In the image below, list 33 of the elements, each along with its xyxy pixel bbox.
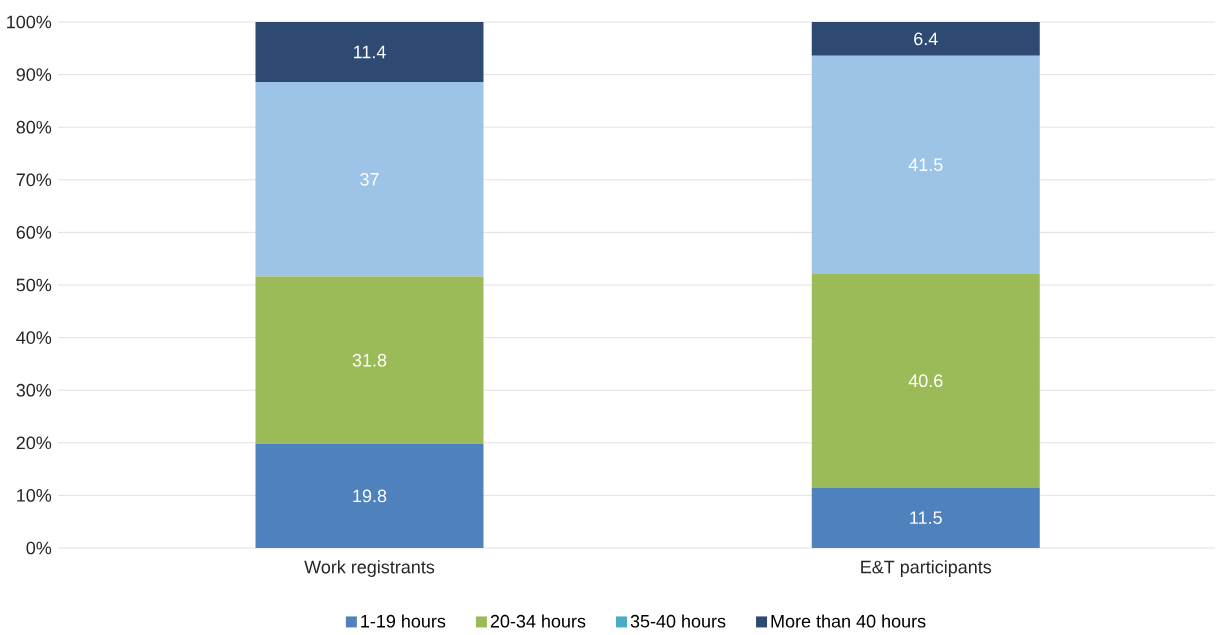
bar: [255, 443, 484, 548]
data-label: 40.6: [908, 374, 943, 388]
data-label: 11.4: [354, 45, 386, 59]
y-tick-label: 50%: [16, 278, 52, 292]
bar: [811, 55, 1040, 274]
data-label: 31.8: [352, 353, 387, 367]
legend-label: 1-19 hours: [361, 614, 446, 628]
legend-label: 35-40 hours: [630, 614, 726, 628]
y-tick-label: 100%: [7, 15, 52, 29]
bar: [811, 21, 1040, 56]
data-label: 11.5: [910, 511, 942, 525]
bar: [255, 21, 484, 82]
bar: [255, 276, 484, 444]
data-label: 19.8: [353, 489, 387, 503]
y-tick-label: 10%: [17, 489, 52, 502]
legend-label: More than 40 hours: [771, 614, 926, 628]
legend-label: 20-34 hours: [490, 614, 586, 628]
y-tick-label: 80%: [16, 120, 52, 134]
x-tick-label: Work registrants: [304, 560, 435, 577]
x-tick-label: E&T participants: [861, 560, 992, 577]
y-tick-label: 0%: [26, 541, 52, 555]
y-tick-label: 60%: [16, 226, 52, 239]
y-tick-label: 70%: [16, 173, 52, 187]
y-tick-label: 40%: [16, 331, 52, 344]
data-label: 37: [360, 172, 379, 186]
y-tick-label: 30%: [16, 383, 52, 397]
bar: [255, 81, 484, 277]
data-label: 41.5: [908, 158, 943, 172]
bar: [811, 273, 1040, 488]
data-label: 6.4: [914, 32, 938, 46]
bar: [811, 487, 1040, 548]
y-tick-label: 90%: [16, 68, 52, 81]
y-tick-label: 20%: [16, 436, 52, 450]
